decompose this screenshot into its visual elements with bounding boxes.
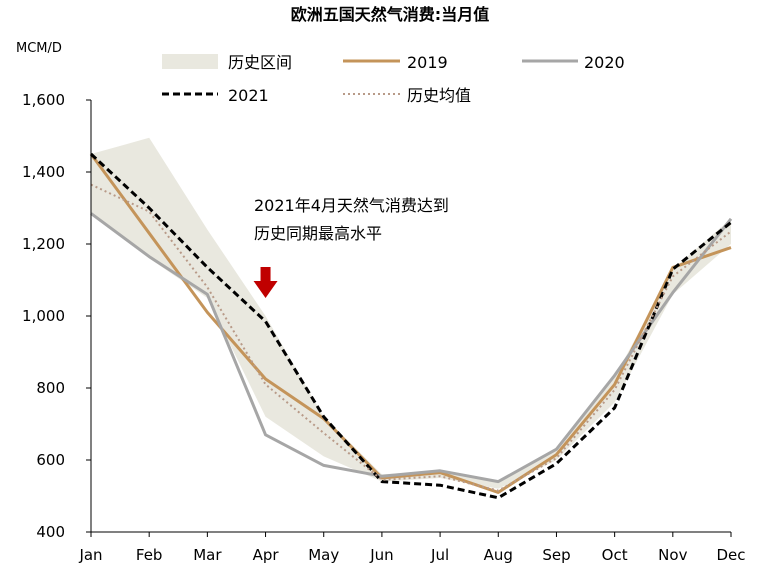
legend-label-2019: 2019 (407, 53, 448, 72)
plot-area: 400 600 800 1,000 1,200 1,400 1,600 Jan Feb Mar Ap… (22, 91, 745, 564)
legend-item-avg: 历史均值 (343, 86, 471, 105)
y-tick-label: 1,600 (22, 91, 65, 109)
y-tick-label: 1,400 (22, 163, 65, 181)
legend-item-2021: 2021 (162, 86, 269, 105)
annotation: 2021年4月天然气消费达到 历史同期最高水平 (253, 196, 449, 298)
series-line-2 (90, 212, 733, 484)
x-tick-label: Nov (658, 546, 687, 564)
y-tick-label: 1,000 (22, 307, 65, 325)
legend-item-2019: 2019 (343, 53, 448, 72)
y-unit-label: MCM/D (16, 41, 62, 56)
legend-item-2020: 2020 (522, 53, 625, 72)
legend-swatch-range (162, 54, 218, 69)
x-tick-label: Sep (542, 546, 570, 564)
x-tick-label: Mar (193, 546, 222, 564)
annotation-arrow-icon (253, 267, 278, 298)
chart-title: 欧洲五国天然气消费:当月值 (291, 5, 489, 24)
series-line-3 (89, 152, 732, 500)
historical-range-band (91, 137, 731, 489)
x-tick-label: Jan (78, 546, 102, 564)
series-line-1 (89, 153, 732, 494)
legend-item-range: 历史区间 (162, 53, 292, 72)
annotation-line-2: 历史同期最高水平 (254, 224, 382, 243)
legend-label-range: 历史区间 (228, 53, 292, 72)
legend-label-2020: 2020 (584, 53, 625, 72)
y-tick-label: 1,200 (22, 235, 65, 253)
legend-label-avg: 历史均值 (407, 86, 471, 105)
legend: 历史区间 2019 2020 2021 历史均值 (162, 53, 625, 105)
x-tick-label: Aug (484, 546, 513, 564)
y-tick-label: 600 (36, 451, 65, 469)
x-tick-label: Apr (253, 546, 280, 564)
x-tick-label: Dec (716, 546, 745, 564)
y-tick-label: 800 (36, 379, 65, 397)
y-tick-label: 400 (36, 523, 65, 541)
annotation-line-1: 2021年4月天然气消费达到 (254, 196, 449, 215)
x-tick-label: Jul (430, 546, 449, 564)
x-tick-label: Feb (136, 546, 163, 564)
legend-label-2021: 2021 (228, 86, 269, 105)
x-tick-label: Jun (369, 546, 393, 564)
x-tick-label: May (308, 546, 339, 564)
x-tick-label: Oct (602, 546, 628, 564)
